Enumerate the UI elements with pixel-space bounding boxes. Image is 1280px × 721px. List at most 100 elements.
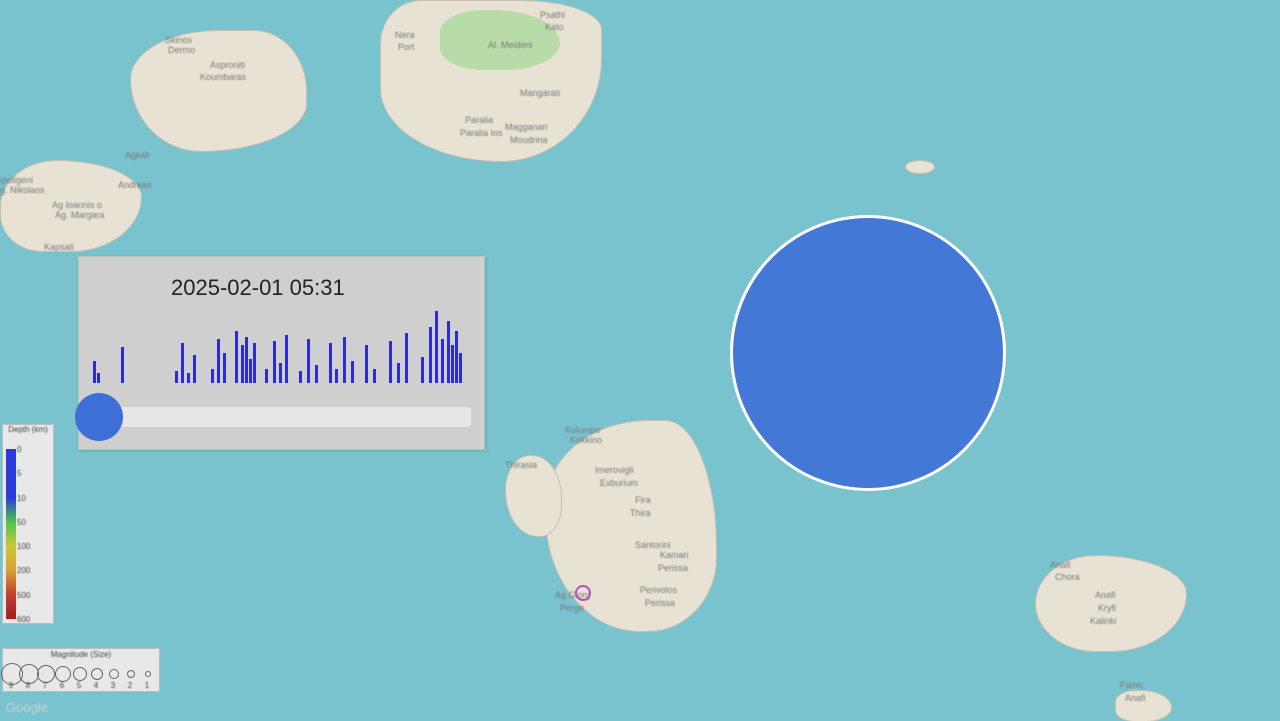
depth-tick-label: 200 bbox=[17, 566, 30, 575]
histogram-bar bbox=[245, 337, 248, 383]
place-label: Fira bbox=[635, 495, 651, 505]
magnitude-size-label: 4 bbox=[91, 681, 101, 690]
histogram-bar bbox=[455, 331, 458, 383]
histogram-bar bbox=[273, 341, 276, 383]
depth-legend: Depth (km)051050100200500600 bbox=[2, 424, 54, 624]
histogram-bar bbox=[307, 339, 310, 383]
poi-marker bbox=[575, 585, 591, 601]
depth-gradient-bar bbox=[6, 449, 16, 619]
histogram-bar bbox=[253, 343, 256, 383]
magnitude-size-label: 3 bbox=[108, 681, 118, 690]
magnitude-legend: Magnitude (Size)987654321 bbox=[2, 648, 160, 692]
place-label: Port bbox=[398, 42, 415, 52]
place-label: Nera bbox=[395, 30, 415, 40]
histogram-bar bbox=[193, 355, 196, 383]
island-santorini bbox=[545, 420, 717, 632]
depth-tick-label: 500 bbox=[17, 591, 30, 600]
histogram-bar bbox=[187, 373, 190, 383]
depth-tick-label: 50 bbox=[17, 518, 26, 527]
magnitude-size-circle bbox=[91, 668, 103, 680]
place-label: Paralia Ios bbox=[460, 128, 503, 138]
place-label: Koumbaras bbox=[200, 72, 246, 82]
place-label: Dermo bbox=[168, 45, 195, 55]
place-label: Kamari bbox=[660, 550, 689, 560]
histogram-bar bbox=[447, 321, 450, 383]
place-label: Famo bbox=[1120, 680, 1143, 690]
depth-tick-label: 10 bbox=[17, 494, 26, 503]
place-label: Thirasia bbox=[505, 460, 537, 470]
histogram-bar bbox=[235, 331, 238, 383]
histogram-bar bbox=[459, 353, 462, 383]
place-label: Mangarati bbox=[520, 88, 560, 98]
histogram-bar bbox=[285, 335, 288, 383]
magnitude-size-label: 1 bbox=[142, 681, 152, 690]
histogram-bar bbox=[299, 371, 302, 383]
place-label: Andreas bbox=[118, 180, 152, 190]
histogram-bar bbox=[397, 363, 400, 383]
histogram-bar bbox=[421, 357, 424, 383]
place-label: Chora bbox=[1055, 572, 1080, 582]
magnitude-size-label: 5 bbox=[74, 681, 84, 690]
magnitude-size-circle bbox=[127, 670, 135, 678]
histogram-bar bbox=[343, 337, 346, 383]
place-label: Perissa bbox=[645, 598, 675, 608]
magnitude-size-circle bbox=[109, 669, 119, 679]
histogram-bar bbox=[329, 343, 332, 383]
island-sikinos bbox=[130, 30, 307, 152]
histogram-bar bbox=[181, 343, 184, 383]
histogram-bar bbox=[335, 369, 338, 383]
histogram-bar bbox=[451, 345, 454, 383]
place-label: Santorini bbox=[635, 540, 671, 550]
timeline-panel: 2025-02-01 05:31 bbox=[78, 256, 485, 450]
timeline-slider-track[interactable] bbox=[93, 407, 471, 427]
place-label: Kato bbox=[545, 22, 564, 32]
histogram-bar bbox=[121, 347, 124, 383]
place-label: Anafi bbox=[1050, 560, 1071, 570]
depth-tick-label: 5 bbox=[17, 469, 21, 478]
map-canvas[interactable]: SkinosDermo Asproniti Koumbaras Agkali Andre… bbox=[0, 0, 1280, 721]
histogram-bar bbox=[441, 339, 444, 383]
place-label: Magganari bbox=[505, 122, 548, 132]
place-label: Thira bbox=[630, 508, 651, 518]
histogram-bar bbox=[373, 369, 376, 383]
histogram-bar bbox=[249, 359, 252, 383]
place-label: Kokkino bbox=[570, 435, 602, 445]
magnitude-size-label: 7 bbox=[40, 681, 50, 690]
histogram-bar bbox=[351, 361, 354, 383]
place-label: Exburium bbox=[600, 478, 638, 488]
place-label: Perivolos bbox=[640, 585, 677, 595]
place-label: Psathi bbox=[540, 10, 565, 20]
histogram-bar bbox=[175, 371, 178, 383]
histogram-bar bbox=[223, 353, 226, 383]
place-label: Kryfi bbox=[1098, 603, 1116, 613]
timeline-slider-handle[interactable] bbox=[75, 393, 123, 441]
magnitude-size-circle bbox=[55, 666, 71, 682]
place-label: Imerovigli bbox=[595, 465, 634, 475]
place-label: Ag Ioannis o bbox=[52, 200, 102, 210]
place-label: Skinos bbox=[165, 35, 192, 45]
histogram-bar bbox=[315, 365, 318, 383]
magnitude-legend-title: Magnitude (Size) bbox=[3, 649, 159, 659]
place-label: Apoligeni bbox=[0, 175, 33, 185]
earthquake-event-circle bbox=[730, 215, 1006, 491]
place-label: Kalinki bbox=[1090, 616, 1117, 626]
place-label: Agkali bbox=[125, 150, 150, 160]
place-label: Perissa bbox=[658, 563, 688, 573]
place-label: Kolumpo bbox=[565, 425, 601, 435]
histogram-bar bbox=[217, 339, 220, 383]
histogram-bar bbox=[389, 341, 392, 383]
place-label: Ag. Margara bbox=[55, 210, 105, 220]
place-label: Asproniti bbox=[210, 60, 245, 70]
map-attribution: Google bbox=[6, 700, 48, 715]
histogram-bar bbox=[241, 345, 244, 383]
depth-tick-label: 0 bbox=[17, 445, 21, 454]
place-label: Paralia bbox=[465, 115, 493, 125]
place-label: Perge bbox=[560, 603, 584, 613]
histogram-bar bbox=[279, 363, 282, 383]
depth-tick-label: 100 bbox=[17, 542, 30, 551]
histogram-bar bbox=[93, 361, 96, 383]
magnitude-size-circle bbox=[145, 671, 151, 677]
depth-tick-label: 600 bbox=[17, 615, 30, 624]
magnitude-size-label: 8 bbox=[23, 681, 33, 690]
place-label: Anafi bbox=[1125, 693, 1146, 703]
